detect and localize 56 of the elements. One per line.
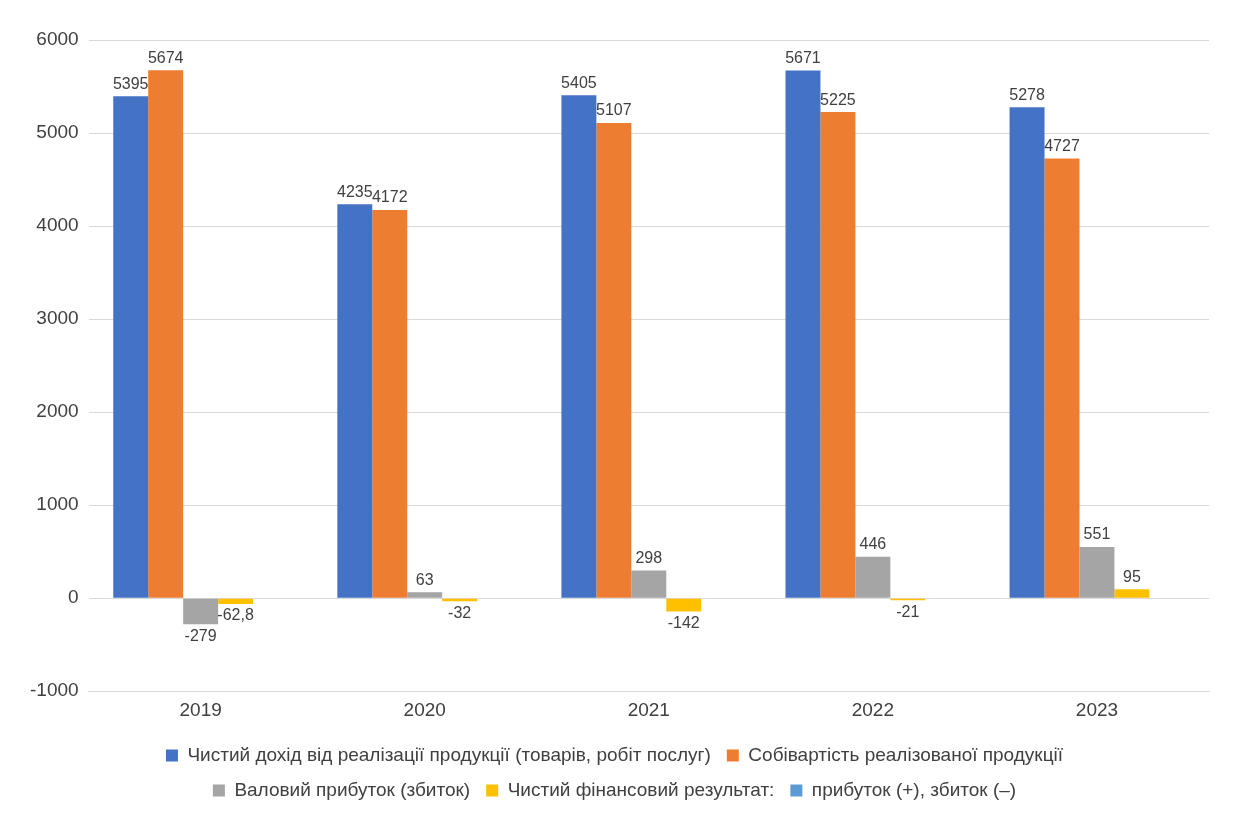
legend-label: прибуток (+), збиток (–) [811,778,1017,800]
data-label: 5278 [1009,85,1045,103]
data-label: 5225 [820,90,856,108]
bar [183,598,219,625]
legend-label: Чистий дохід від реалізації продукції (товарів, робіт послуг) [187,743,711,765]
data-label: -62,8 [217,606,254,624]
data-label: 5674 [147,48,184,66]
data-label: 4235 [337,182,373,200]
data-label: 298 [635,548,663,566]
data-label: 4172 [371,188,408,206]
bar [372,210,408,598]
bar [785,70,821,598]
bar [407,592,443,598]
data-label: 63 [415,570,434,588]
legend-label: Валовий прибуток (збиток) [234,778,471,800]
x-tick-label: 2020 [403,698,446,720]
data-label: 5671 [785,49,821,67]
data-label: 5405 [561,73,597,91]
bar [596,123,632,598]
y-tick-label: 6000 [36,28,79,50]
y-tick-label: 1000 [36,493,79,515]
bar [113,96,149,598]
bar [1079,546,1115,598]
bar [666,598,702,612]
y-tick-label: 2000 [36,400,79,422]
data-label: 95 [1123,567,1141,585]
bar [561,95,597,598]
y-tick-label: -1000 [29,679,79,701]
data-label: 5395 [112,74,149,92]
y-tick-label: 4000 [36,214,79,236]
data-label: -21 [896,602,920,620]
bar [1114,589,1150,598]
bar [1009,107,1045,598]
legend-label: Собівартість реалізованої продукції [748,743,1064,765]
bar [820,112,856,598]
x-tick-label: 2023 [1075,698,1119,720]
data-label: 446 [859,535,887,553]
data-label: -142 [667,613,700,631]
y-tick-label: 0 [68,586,79,608]
y-tick-label: 5000 [36,121,79,143]
data-label: 551 [1083,525,1111,543]
data-label: 5107 [596,101,632,119]
x-tick-label: 2022 [851,698,895,720]
bar [218,598,254,605]
legend-label: Чистий фінансовий результат: [507,778,775,800]
x-tick-label: 2021 [627,698,670,720]
x-tick-label: 2019 [179,698,222,720]
data-label: -32 [448,603,472,621]
bar [148,70,184,598]
bar [337,204,373,598]
y-tick-label: 3000 [36,307,79,329]
bar [631,570,667,598]
bar [1044,158,1080,598]
data-label: 4727 [1044,136,1080,154]
data-label: -279 [184,626,217,644]
bar [855,556,891,598]
